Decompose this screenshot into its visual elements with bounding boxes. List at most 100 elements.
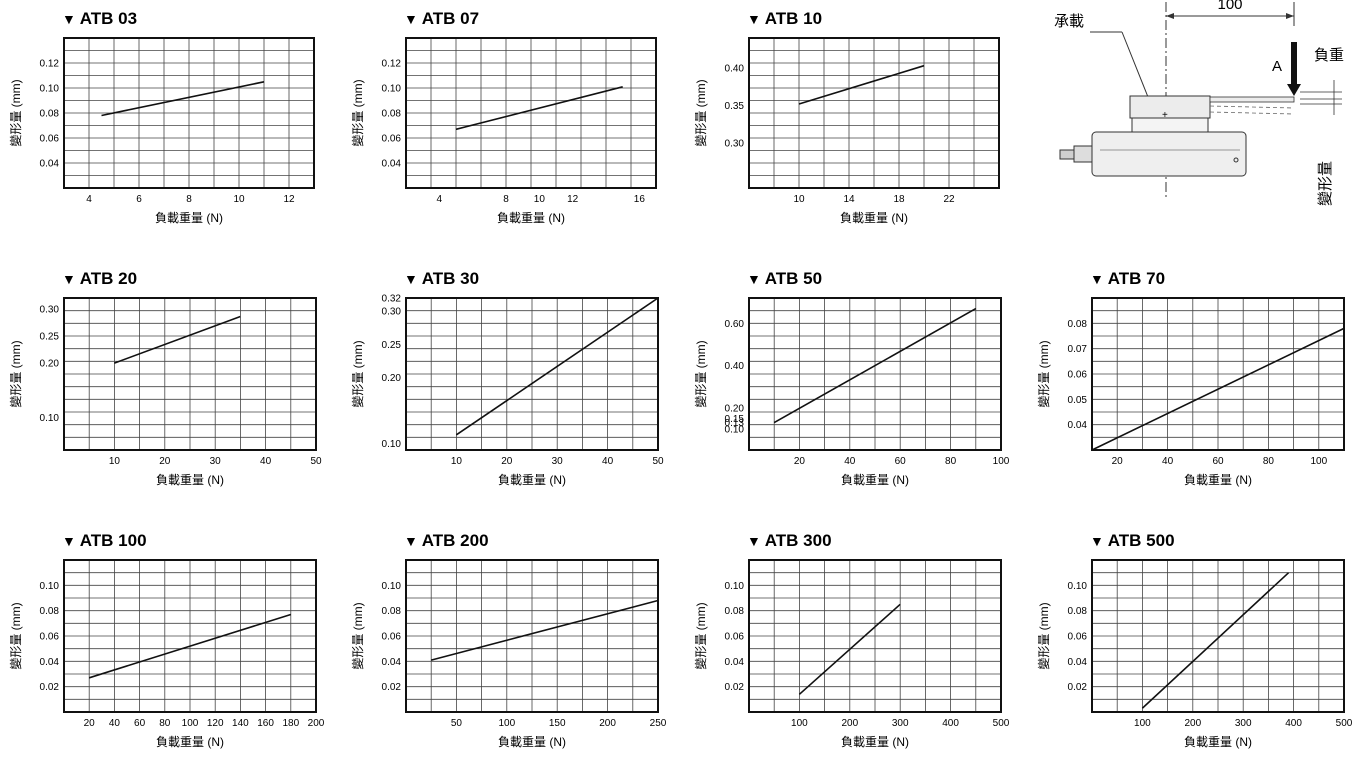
load-arrow-shaft: [1291, 42, 1297, 86]
chart-title-marker: ▼: [747, 11, 765, 27]
series-line: [101, 81, 265, 117]
y-tick-label: 0.04: [40, 159, 60, 170]
y-tick-label: 0.35: [725, 101, 745, 112]
x-axis-label: 負載重量 (N): [498, 735, 566, 749]
y-tick-label: 0.10: [725, 581, 745, 592]
x-tick-label: 100: [993, 456, 1010, 467]
y-tick-label: 0.07: [1068, 344, 1088, 355]
chart-title-marker: ▼: [404, 271, 422, 287]
plot-frame: [1091, 559, 1345, 713]
y-tick-label: 0.60: [725, 319, 745, 330]
series-line: [88, 613, 292, 679]
y-axis-label: 變形量 (mm): [8, 340, 23, 407]
y-axis-label: 變形量 (mm): [693, 79, 708, 146]
chart-title-marker: ▼: [62, 271, 80, 287]
x-tick-label: 10: [534, 194, 546, 205]
y-tick-label: 0.06: [1068, 632, 1088, 643]
chart-title: ▼ ATB 20: [62, 269, 137, 288]
x-axis-label: 負載重量 (N): [498, 473, 566, 487]
load-diagram: 100 承載 + A 負重 變形量: [1054, 0, 1344, 206]
y-tick-label: 0.12: [40, 59, 60, 70]
actuator-body: [1091, 131, 1247, 177]
x-tick-label: 100: [1310, 456, 1327, 467]
chart-atb-50: ▼ ATB 50 20 40 60 80 100 0.100.130.150.20 0.40 0…: [693, 269, 1010, 487]
chart-title-prefix: ATB: [80, 9, 118, 28]
chart-title-marker: ▼: [747, 533, 765, 549]
chart-title-number: 10: [803, 9, 822, 28]
x-tick-label: 16: [634, 194, 646, 205]
y-tick-label: 0.20: [40, 359, 60, 370]
chart-title-prefix: ATB: [80, 531, 118, 550]
x-tick-label: 10: [451, 456, 463, 467]
chart-title: ▼ ATB 300: [747, 531, 832, 550]
chart-title-number: 30: [460, 269, 479, 288]
plot-frame: [405, 297, 659, 451]
chart-atb-300: ▼ ATB 300 100 200 300 400 500 0.02 0.04 0.06 0.08…: [693, 531, 1010, 749]
x-axis-label: 負載重量 (N): [156, 735, 224, 749]
series-line: [798, 64, 925, 105]
x-tick-label: 500: [1336, 718, 1353, 729]
y-tick-label: 0.10: [40, 581, 60, 592]
x-tick-label: 8: [503, 194, 509, 205]
y-tick-label: 0.10: [725, 424, 745, 435]
y-tick-label: 0.25: [382, 340, 402, 351]
chart-atb-20: ▼ ATB 20 10 20 30 40 50 0.10 0.20 0.25 0.30 負載重量 (…: [8, 269, 322, 487]
x-tick-label: 50: [310, 456, 322, 467]
x-axis-label: 負載重量 (N): [841, 735, 909, 749]
series-line: [1091, 327, 1345, 451]
x-tick-label: 100: [1134, 718, 1151, 729]
x-tick-label: 20: [159, 456, 171, 467]
chart-title-marker: ▼: [62, 533, 80, 549]
y-tick-label: 0.06: [382, 134, 402, 145]
x-tick-label: 14: [843, 194, 855, 205]
y-axis-label: 變形量 (mm): [1036, 340, 1051, 407]
y-tick-label: 0.12: [382, 59, 402, 70]
y-tick-label: 0.10: [382, 439, 402, 450]
chart-title-prefix: ATB: [1108, 531, 1146, 550]
y-axis-label: 變形量 (mm): [8, 602, 23, 669]
y-axis-label: 變形量 (mm): [8, 79, 23, 146]
chart-title-prefix: ATB: [1108, 269, 1146, 288]
chart-atb-200: ▼ ATB 200 50 100 150 200 250 0.02 0.04 0.06 0.08 0…: [350, 531, 667, 749]
x-tick-label: 140: [232, 718, 249, 729]
chart-title-number: 300: [803, 531, 831, 550]
y-tick-label: 0.08: [382, 109, 402, 120]
chart-title: ▼ ATB 500: [1090, 531, 1175, 550]
series-line: [455, 297, 659, 436]
deflected-arm-upper: [1209, 105, 1295, 109]
plot-frame: [748, 559, 1002, 713]
chart-title-marker: ▼: [1090, 271, 1108, 287]
y-tick-label: 0.13: [725, 418, 745, 429]
series-line: [1141, 572, 1290, 709]
plot-frame: [748, 37, 1000, 189]
y-tick-label: 0.10: [382, 84, 402, 95]
plot-frame: [748, 297, 1002, 451]
deflection-label: 變形量: [1317, 161, 1334, 206]
chart-title-number: 500: [1146, 531, 1174, 550]
y-tick-label: 0.15: [725, 414, 745, 425]
x-tick-label: 100: [182, 718, 199, 729]
y-tick-label: 0.30: [40, 304, 60, 315]
dimension-label: 100: [1217, 0, 1242, 13]
x-tick-label: 40: [844, 456, 856, 467]
y-tick-label: 0.08: [40, 109, 60, 120]
x-tick-label: 4: [437, 194, 443, 205]
y-tick-label: 0.02: [382, 682, 402, 693]
x-axis-label: 負載重量 (N): [155, 211, 223, 225]
series-line: [430, 599, 659, 661]
x-tick-label: 30: [210, 456, 222, 467]
deflected-arm-lower: [1209, 111, 1295, 115]
chart-title-prefix: ATB: [80, 269, 118, 288]
x-tick-label: 160: [257, 718, 274, 729]
load-arrow-head: [1287, 84, 1301, 96]
y-tick-label: 0.04: [382, 159, 402, 170]
y-tick-label: 0.25: [40, 332, 60, 343]
chart-title-number: 70: [1146, 269, 1165, 288]
y-axis-label: 變形量 (mm): [350, 602, 365, 669]
chart-title: ▼ ATB 100: [62, 531, 147, 550]
chart-atb-500: ▼ ATB 500 100 200 300 400 500 0.02 0.04 0.06 0.08…: [1036, 531, 1353, 749]
y-tick-label: 0.10: [382, 581, 402, 592]
x-tick-label: 30: [552, 456, 564, 467]
x-tick-label: 22: [943, 194, 955, 205]
